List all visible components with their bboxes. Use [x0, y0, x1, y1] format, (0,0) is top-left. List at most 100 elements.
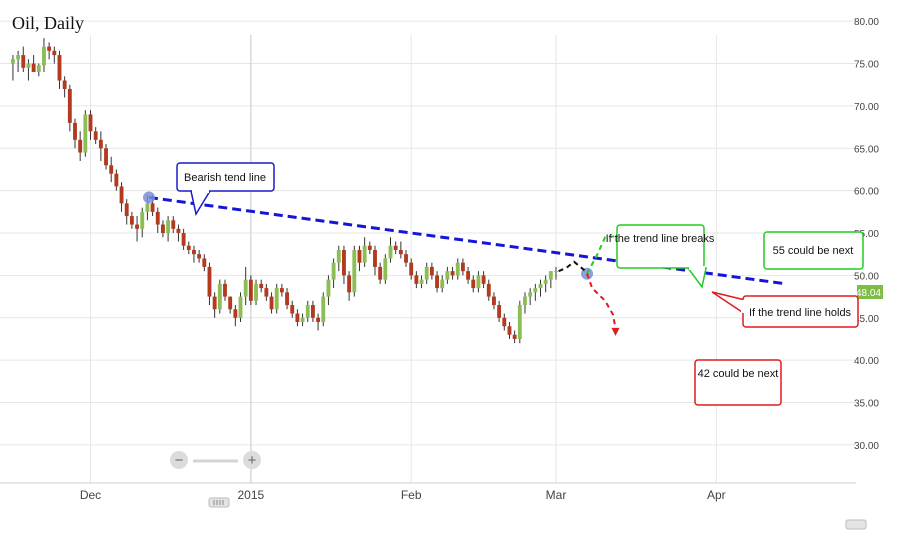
candle: [409, 258, 414, 280]
candle: [548, 271, 553, 289]
callout-holds-text: If the trend line holds: [749, 307, 852, 319]
candle: [507, 322, 512, 339]
y-tick-label: 75.00: [854, 60, 879, 71]
candle: [31, 55, 36, 73]
candle: [305, 300, 310, 322]
candle: [435, 271, 439, 293]
candle: [238, 292, 243, 322]
candle: [16, 50, 21, 73]
callout-trend-breaks: If the trend line breaks: [606, 224, 715, 289]
y-tick-label: 70.00: [854, 102, 879, 113]
callout-trend-text: Bearish tend line: [184, 172, 266, 184]
candle: [186, 241, 191, 255]
candle: [336, 245, 341, 272]
candle: [279, 283, 284, 297]
candle: [310, 300, 315, 322]
y-tick-label: 45.00: [854, 314, 879, 325]
candle: [176, 224, 181, 242]
bearish-scenario-path: [586, 273, 617, 329]
callout-down-target: 42 could be next: [694, 359, 782, 406]
candle: [254, 279, 258, 306]
candle: [228, 296, 233, 314]
candle: [383, 254, 388, 284]
bottom-right-handle-icon[interactable]: [845, 519, 867, 530]
candle: [243, 266, 248, 306]
candle: [166, 216, 171, 242]
candle: [83, 110, 88, 157]
candle: [285, 288, 289, 310]
candle: [362, 237, 367, 267]
candle: [129, 211, 134, 229]
candle: [393, 241, 398, 255]
current-price-marker: 48.04: [856, 285, 883, 300]
candle: [171, 216, 176, 234]
candle: [140, 207, 145, 238]
x-tick-label: 2015: [238, 488, 265, 502]
candle: [88, 110, 93, 140]
candle: [290, 300, 295, 318]
candle: [342, 245, 346, 284]
x-tick-label: Feb: [401, 488, 422, 502]
zoom-out-icon: −: [175, 452, 184, 469]
x-tick-label: Mar: [546, 488, 567, 502]
candle: [67, 84, 72, 132]
candles: [10, 38, 558, 344]
zoom-in-button[interactable]: [243, 451, 261, 469]
candle: [357, 245, 362, 272]
chart-title: Oil, Daily: [12, 13, 84, 33]
zoom-out-button[interactable]: [170, 451, 188, 469]
candle: [274, 283, 279, 314]
candle: [93, 127, 98, 145]
candle: [295, 309, 300, 327]
bearish-arrow-icon: [611, 327, 620, 336]
x-axis: Dec 2015 Feb Mar Apr: [80, 488, 726, 502]
candle: [471, 275, 476, 293]
candle: [57, 50, 62, 89]
y-tick-label: 40.00: [854, 356, 879, 367]
candle: [331, 258, 336, 289]
candle: [192, 245, 196, 263]
candle: [181, 228, 186, 250]
candle: [497, 300, 502, 322]
y-tick-label: 50.00: [854, 271, 879, 282]
callout-breaks-text: If the trend line breaks: [606, 233, 715, 245]
candle: [367, 241, 372, 255]
candle: [538, 279, 543, 297]
trend-line: [148, 195, 787, 286]
y-tick-label: 35.00: [854, 399, 879, 410]
candle: [155, 207, 160, 234]
projected-path: [558, 260, 586, 273]
candle: [460, 258, 465, 276]
candle: [450, 266, 455, 280]
candle: [264, 283, 269, 301]
candle: [26, 59, 31, 81]
y-tick-label: 55.00: [854, 229, 879, 240]
callout-up-target: 55 could be next: [763, 231, 864, 270]
candle: [62, 76, 67, 98]
trend-start-marker: [142, 191, 155, 204]
candle: [248, 275, 253, 306]
candle: [326, 275, 331, 306]
scroll-handle-icon[interactable]: [208, 497, 230, 508]
candle: [217, 279, 222, 314]
candle: [47, 42, 52, 60]
candle: [502, 313, 507, 331]
candle: [404, 249, 408, 267]
candle: [419, 275, 424, 289]
candle: [197, 249, 202, 263]
y-tick-label: 65.00: [854, 144, 879, 155]
candle: [10, 55, 15, 81]
candle: [223, 279, 227, 301]
zoom-in-icon: +: [248, 452, 257, 469]
candle: [207, 262, 212, 306]
candle: [533, 283, 538, 301]
candle: [119, 182, 124, 212]
candle: [398, 241, 403, 259]
candle: [104, 144, 108, 170]
candle: [52, 46, 57, 64]
candle: [21, 46, 26, 73]
bullish-scenario-path: [586, 231, 632, 275]
candle: [316, 313, 321, 331]
candle: [373, 245, 377, 276]
